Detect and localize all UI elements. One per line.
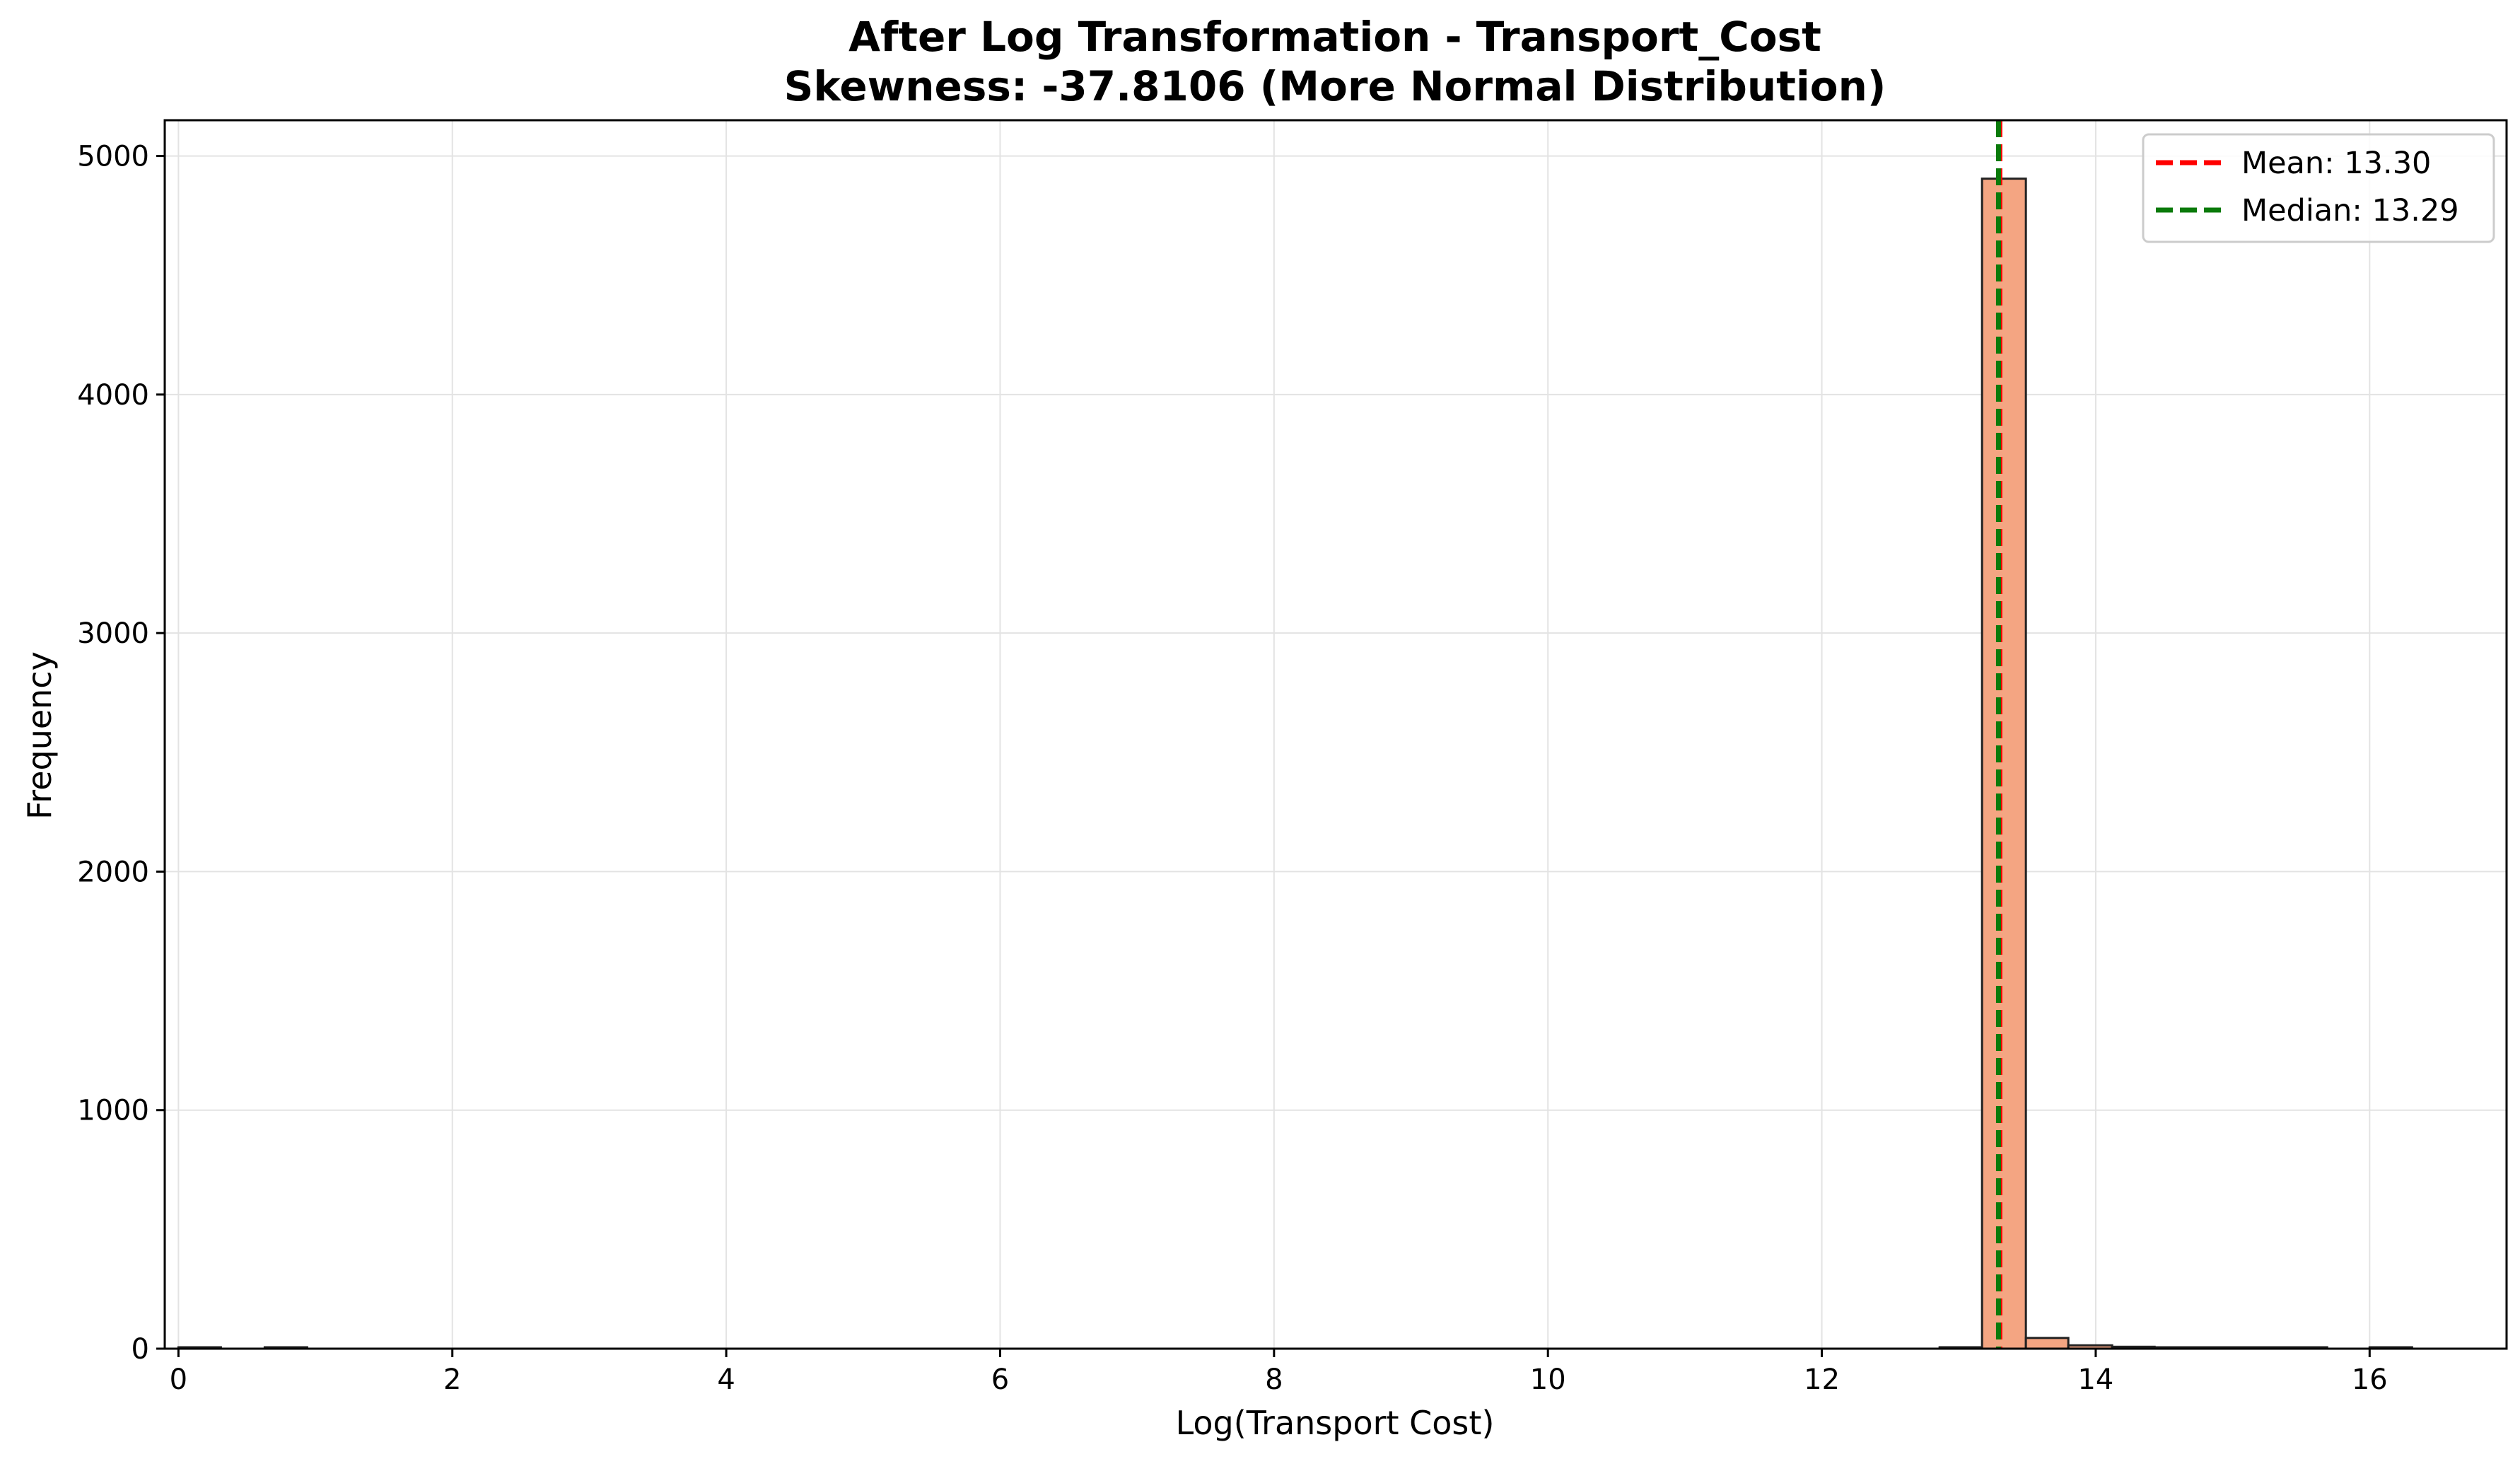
y-axis-label: Frequency xyxy=(21,651,59,820)
plot-frame xyxy=(163,119,2508,1350)
y-tick-label: 3000 xyxy=(77,617,149,650)
y-tick-label: 5000 xyxy=(77,141,149,173)
legend-median-label: Median: 13.29 xyxy=(2241,193,2459,228)
x-tick-label: 0 xyxy=(170,1364,187,1396)
chart-subtitle: Skewness: -37.8106 (More Normal Distribu… xyxy=(784,62,1886,110)
x-tick-label: 6 xyxy=(991,1364,1009,1396)
histogram-bars xyxy=(177,178,2413,1350)
y-tick-label: 0 xyxy=(132,1333,149,1366)
x-tick-label: 12 xyxy=(1804,1364,1840,1396)
x-axis-label: Log(Transport Cost) xyxy=(1176,1404,1495,1442)
legend: Mean: 13.30 Median: 13.29 xyxy=(2142,133,2495,243)
legend-box xyxy=(2142,133,2495,243)
y-tick-label: 4000 xyxy=(77,379,149,412)
x-tick-label: 4 xyxy=(717,1364,735,1396)
x-tick-label: 14 xyxy=(2077,1364,2113,1396)
x-tick-label: 2 xyxy=(443,1364,461,1396)
y-tick-label: 2000 xyxy=(77,856,149,888)
histogram-bar xyxy=(1981,178,2027,1350)
x-tick-label: 8 xyxy=(1265,1364,1283,1396)
y-tick-label: 1000 xyxy=(77,1095,149,1127)
chart-title: After Log Transformation - Transport_Cos… xyxy=(848,13,1821,61)
histogram-bar xyxy=(2024,1337,2070,1350)
legend-mean-label: Mean: 13.30 xyxy=(2241,146,2431,181)
x-tick-label: 16 xyxy=(2352,1364,2388,1396)
y-axis-ticks: 0 1000 2000 3000 4000 5000 xyxy=(77,141,165,1366)
reference-lines xyxy=(1995,120,2002,1349)
x-tick-label: 10 xyxy=(1530,1364,1566,1396)
x-axis-ticks: 0 2 4 6 8 10 12 14 16 xyxy=(170,1349,2388,1396)
